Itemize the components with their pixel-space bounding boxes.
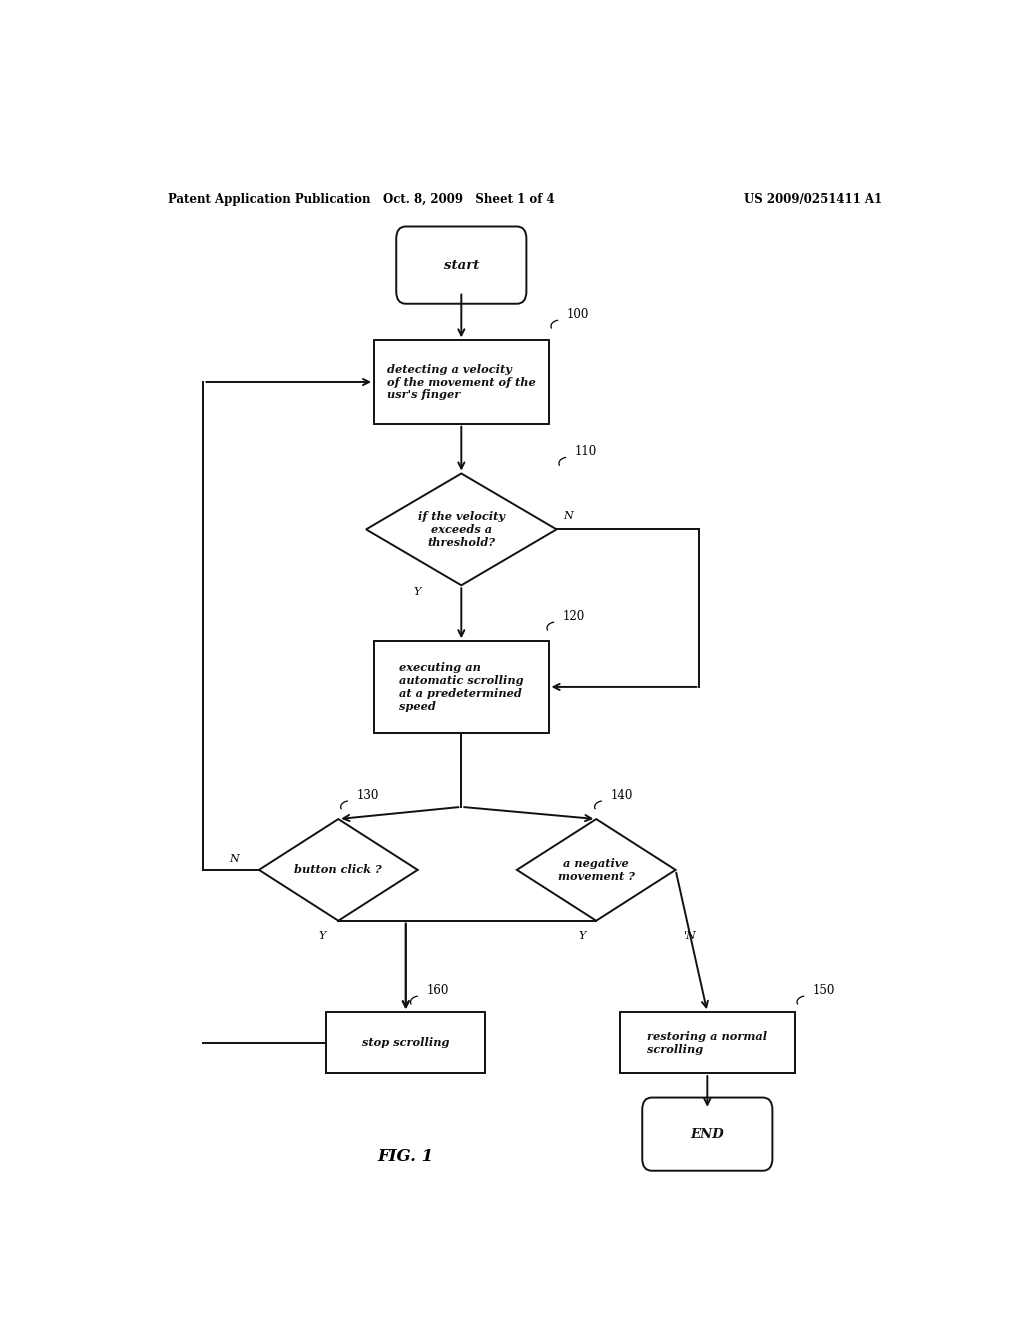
Text: detecting a velocity
of the movement of the
usr's finger: detecting a velocity of the movement of … [387,364,536,400]
Text: N: N [563,511,572,521]
Bar [327,1012,485,1073]
Polygon shape [517,818,676,921]
Text: 130: 130 [356,789,379,801]
Text: Y: Y [318,931,326,941]
Text: Y: Y [414,587,421,598]
FancyBboxPatch shape [642,1097,772,1171]
Text: FIG. 1: FIG. 1 [378,1148,434,1166]
Text: 160: 160 [426,983,449,997]
Text: restoring a normal
scrolling: restoring a normal scrolling [647,1031,767,1055]
Text: if the velocity
exceeds a
threshold?: if the velocity exceeds a threshold? [418,511,505,548]
Text: 150: 150 [813,983,836,997]
Text: 140: 140 [610,789,633,801]
Text: 'N: 'N [684,931,696,941]
Text: 110: 110 [574,445,597,458]
Text: 100: 100 [567,308,589,321]
Text: Y: Y [579,931,586,941]
Text: Patent Application Publication: Patent Application Publication [168,193,371,206]
Text: 120: 120 [563,610,585,623]
Polygon shape [367,474,557,585]
FancyBboxPatch shape [396,227,526,304]
Text: stop scrolling: stop scrolling [362,1038,450,1048]
Text: US 2009/0251411 A1: US 2009/0251411 A1 [743,193,882,206]
Text: executing an
automatic scrolling
at a predetermined
speed: executing an automatic scrolling at a pr… [399,663,523,711]
Polygon shape [259,818,418,921]
Text: a negative
movement ?: a negative movement ? [558,858,635,882]
Text: N: N [228,854,239,863]
Bar [374,642,549,733]
Text: start: start [443,259,479,272]
Bar [620,1012,795,1073]
Text: END: END [690,1127,724,1140]
Bar [374,341,549,424]
Text: Oct. 8, 2009   Sheet 1 of 4: Oct. 8, 2009 Sheet 1 of 4 [383,193,555,206]
Text: button click ?: button click ? [295,865,382,875]
